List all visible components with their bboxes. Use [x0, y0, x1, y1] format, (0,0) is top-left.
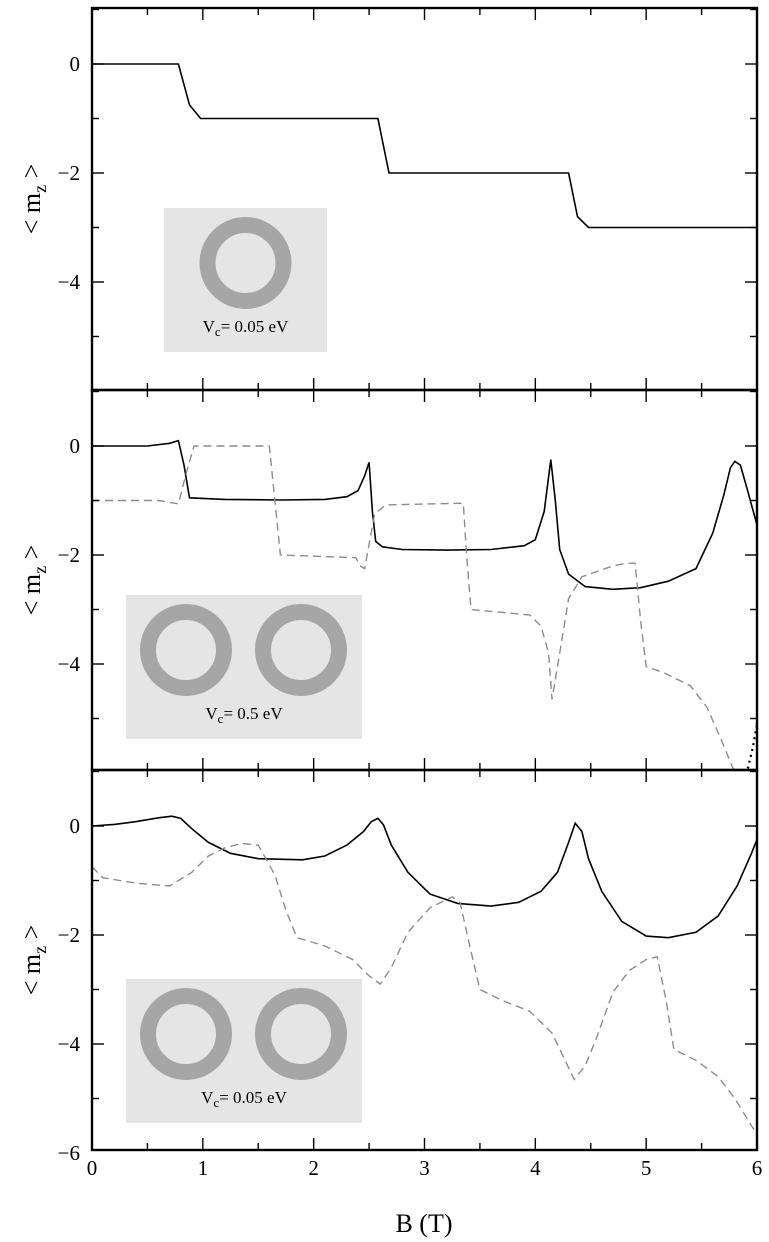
x-tick-label: 4: [530, 1156, 541, 1180]
series-solid-line: [92, 439, 757, 591]
series-dashed-line: [92, 842, 757, 1135]
inset-label: Vc= 0.05 eV: [203, 317, 289, 339]
x-tick-label: 1: [198, 1156, 209, 1180]
inset-label: Vc= 0.05 eV: [201, 1088, 287, 1110]
y-tick-label: −2: [58, 923, 80, 947]
y-axis-title: < mz >: [17, 545, 50, 616]
y-axis-title: < mz >: [17, 164, 50, 235]
panel-1: Vc= 0.05 eV 0 −2 −4 < mz >: [17, 6, 759, 392]
x-tick-label: 5: [641, 1156, 652, 1180]
y-tick-label: −4: [58, 652, 81, 676]
ring-icon-2: [255, 988, 347, 1080]
series-dashed-line: [92, 445, 736, 770]
inset-label: Vc= 0.5 eV: [205, 704, 283, 726]
y-tick-label: −2: [58, 543, 80, 567]
y-tick-label: 0: [70, 52, 81, 76]
ring-icon-2: [255, 604, 347, 696]
series-solid-line: [92, 815, 757, 939]
x-tick-label: 2: [308, 1156, 319, 1180]
y-tick-label: −4: [58, 270, 81, 294]
panel-3: Vc= 0.05 eV 0 −2 −4 −6 < mz >: [17, 768, 759, 1165]
x-tick-label: 6: [752, 1156, 763, 1180]
x-tick-label: 0: [87, 1156, 98, 1180]
ring-icon-1: [140, 604, 232, 696]
series-solid-line: [92, 63, 757, 229]
y-axis-title: < mz >: [17, 925, 50, 996]
y-tick-label: −4: [58, 1032, 81, 1056]
ring-icon-1: [140, 988, 232, 1080]
x-tick-label: 3: [419, 1156, 430, 1180]
panel-2: Vc= 0.5 eV 0 −2 −4 < mz >: [17, 388, 759, 772]
series-dotted-line: [744, 723, 757, 770]
y-tick-label: 0: [70, 434, 81, 458]
x-axis-title: B (T): [395, 1209, 452, 1238]
y-tick-label: 0: [70, 814, 81, 838]
y-tick-label: −2: [58, 161, 80, 185]
ring-icon-1: [199, 217, 292, 309]
y-tick-label: −6: [58, 1141, 80, 1165]
